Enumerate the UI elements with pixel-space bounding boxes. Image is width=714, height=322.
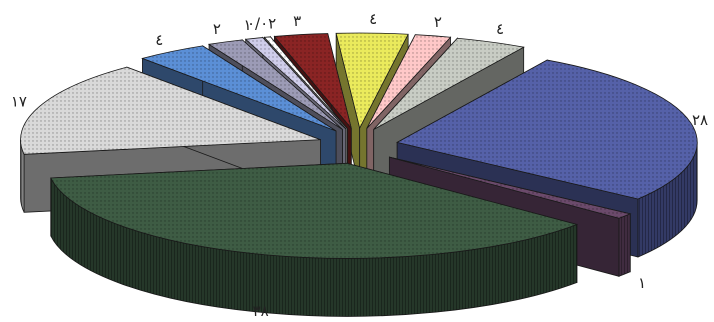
data-label-4: ٤ [155,31,163,49]
data-label-6: ۱ [243,16,251,34]
slice-side-0-0-texture [638,142,698,257]
pie-slice-10-texture [366,34,451,129]
pie-slice-1-texture [389,157,631,219]
data-label-11: ٤ [496,20,504,38]
data-label-7: ۰/۰۲ [247,15,276,33]
data-label-10: ۲ [434,13,442,31]
pie-tops [20,32,698,259]
pie-slice-3-texture [20,67,321,155]
data-label-3: ۱۷ [11,93,27,111]
data-label-5: ۲ [213,20,221,38]
data-label-9: ٤ [369,10,377,28]
slice-side-2-0-texture [50,177,577,317]
pie-slice-9-texture [336,33,409,129]
pie-slice-5-texture [209,39,343,130]
pie-slice-0-texture [397,60,698,199]
pie-slice-2-texture [50,163,577,259]
data-label-8: ۳ [293,12,301,30]
pie-slice-8-texture [274,33,352,129]
pie-slice-6-texture [245,37,346,129]
data-label-2: ۳۸ [253,302,269,320]
pie-slice-11-texture [373,38,524,130]
slice-side-1-0-texture [619,213,631,277]
pie-slice-7-texture [264,36,348,129]
data-label-1: ۱ [638,274,646,292]
data-label-0: ۲۸ [692,111,708,129]
pie-slice-4-texture [142,45,337,131]
slice-side-3-0-texture [20,139,25,213]
